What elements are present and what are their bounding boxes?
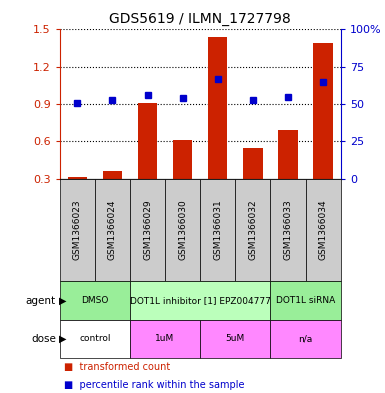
Bar (138, 103, 157, 179)
Text: DOT1L siRNA: DOT1L siRNA (276, 296, 335, 305)
Title: GDS5619 / ILMN_1727798: GDS5619 / ILMN_1727798 (109, 12, 291, 26)
Text: n/a: n/a (298, 334, 313, 343)
Bar (208, 37, 228, 179)
Bar (243, 148, 263, 179)
Text: GSM1366034: GSM1366034 (319, 200, 328, 260)
Text: GSM1366032: GSM1366032 (248, 200, 258, 260)
Text: agent: agent (26, 296, 56, 306)
Text: GSM1366030: GSM1366030 (178, 200, 187, 260)
Bar (173, 140, 192, 179)
Text: GSM1366033: GSM1366033 (283, 200, 293, 260)
Text: 5uM: 5uM (226, 334, 245, 343)
Bar (313, 43, 333, 179)
Text: GSM1366031: GSM1366031 (213, 200, 222, 260)
Text: 1uM: 1uM (156, 334, 175, 343)
Text: GSM1366029: GSM1366029 (143, 200, 152, 260)
Text: ■  percentile rank within the sample: ■ percentile rank within the sample (64, 380, 244, 390)
Bar (103, 171, 122, 179)
Text: DMSO: DMSO (81, 296, 109, 305)
Text: ■  transformed count: ■ transformed count (64, 362, 170, 373)
Bar (68, 177, 87, 179)
Text: dose: dose (31, 334, 56, 344)
Text: ▶: ▶ (59, 334, 66, 344)
Bar (278, 130, 298, 179)
Text: DOT1L inhibitor [1] EPZ004777: DOT1L inhibitor [1] EPZ004777 (130, 296, 271, 305)
Text: control: control (79, 334, 110, 343)
Text: ▶: ▶ (59, 296, 66, 306)
Text: GSM1366024: GSM1366024 (108, 200, 117, 260)
Text: GSM1366023: GSM1366023 (73, 200, 82, 260)
